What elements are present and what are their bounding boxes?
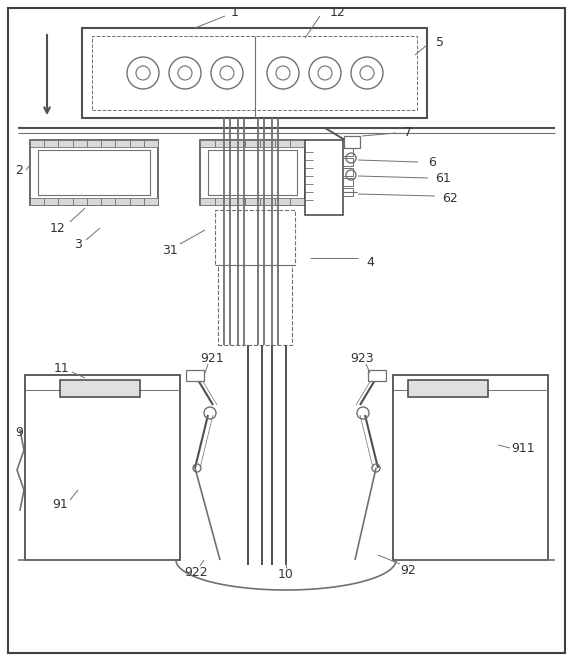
Bar	[129, 198, 144, 205]
Text: 61: 61	[435, 171, 451, 184]
Text: 62: 62	[442, 192, 458, 204]
Bar	[30, 198, 44, 205]
Bar	[101, 198, 115, 205]
Text: 12: 12	[50, 221, 66, 235]
Bar	[208, 150, 297, 195]
Bar	[215, 140, 230, 147]
Bar	[290, 198, 305, 205]
Bar	[200, 140, 215, 147]
Text: 91: 91	[52, 498, 68, 512]
Bar	[408, 380, 488, 397]
Bar	[344, 136, 360, 148]
Bar	[343, 148, 353, 156]
Text: 11: 11	[54, 362, 70, 375]
Text: 3: 3	[74, 239, 82, 251]
Bar	[275, 140, 290, 147]
Bar	[30, 140, 44, 147]
Bar	[343, 158, 353, 166]
Bar	[305, 140, 343, 215]
Bar	[215, 210, 295, 265]
Text: 7: 7	[404, 126, 412, 139]
Text: 12: 12	[330, 5, 346, 19]
Text: 4: 4	[366, 256, 374, 268]
Bar	[60, 380, 140, 397]
Bar	[92, 36, 417, 110]
Bar	[245, 140, 260, 147]
Text: 10: 10	[278, 568, 294, 580]
Bar	[82, 28, 427, 118]
Bar	[230, 140, 245, 147]
Bar	[58, 198, 73, 205]
Bar	[129, 140, 144, 147]
Bar	[30, 140, 158, 205]
Bar	[87, 198, 101, 205]
Bar	[343, 188, 353, 196]
Bar	[230, 198, 245, 205]
Bar	[87, 140, 101, 147]
Bar	[200, 198, 215, 205]
Bar	[115, 140, 129, 147]
Bar	[260, 140, 275, 147]
Bar	[343, 168, 353, 176]
Bar	[144, 140, 158, 147]
Text: 2: 2	[15, 163, 23, 176]
Bar	[115, 198, 129, 205]
Bar	[73, 198, 87, 205]
Text: 923: 923	[350, 352, 374, 364]
Text: 1: 1	[231, 5, 239, 19]
Bar	[215, 198, 230, 205]
Bar	[186, 370, 204, 381]
Bar	[343, 178, 353, 186]
Bar	[245, 198, 260, 205]
Bar	[44, 198, 58, 205]
Bar	[218, 265, 292, 345]
Bar	[393, 375, 548, 560]
Text: 5: 5	[436, 36, 444, 48]
Text: 31: 31	[162, 243, 178, 256]
Bar	[368, 370, 386, 381]
Text: 6: 6	[428, 155, 436, 169]
Text: 92: 92	[400, 563, 416, 576]
Bar	[44, 140, 58, 147]
Bar	[58, 140, 73, 147]
Text: 911: 911	[511, 442, 535, 455]
Text: 9: 9	[15, 426, 23, 438]
Bar	[144, 198, 158, 205]
Bar	[290, 140, 305, 147]
Bar	[73, 140, 87, 147]
Bar	[275, 198, 290, 205]
Bar	[260, 198, 275, 205]
Bar	[101, 140, 115, 147]
Bar	[38, 150, 150, 195]
Text: 921: 921	[200, 352, 224, 364]
Text: 922: 922	[184, 566, 208, 578]
Bar	[200, 140, 305, 205]
Bar	[25, 375, 180, 560]
